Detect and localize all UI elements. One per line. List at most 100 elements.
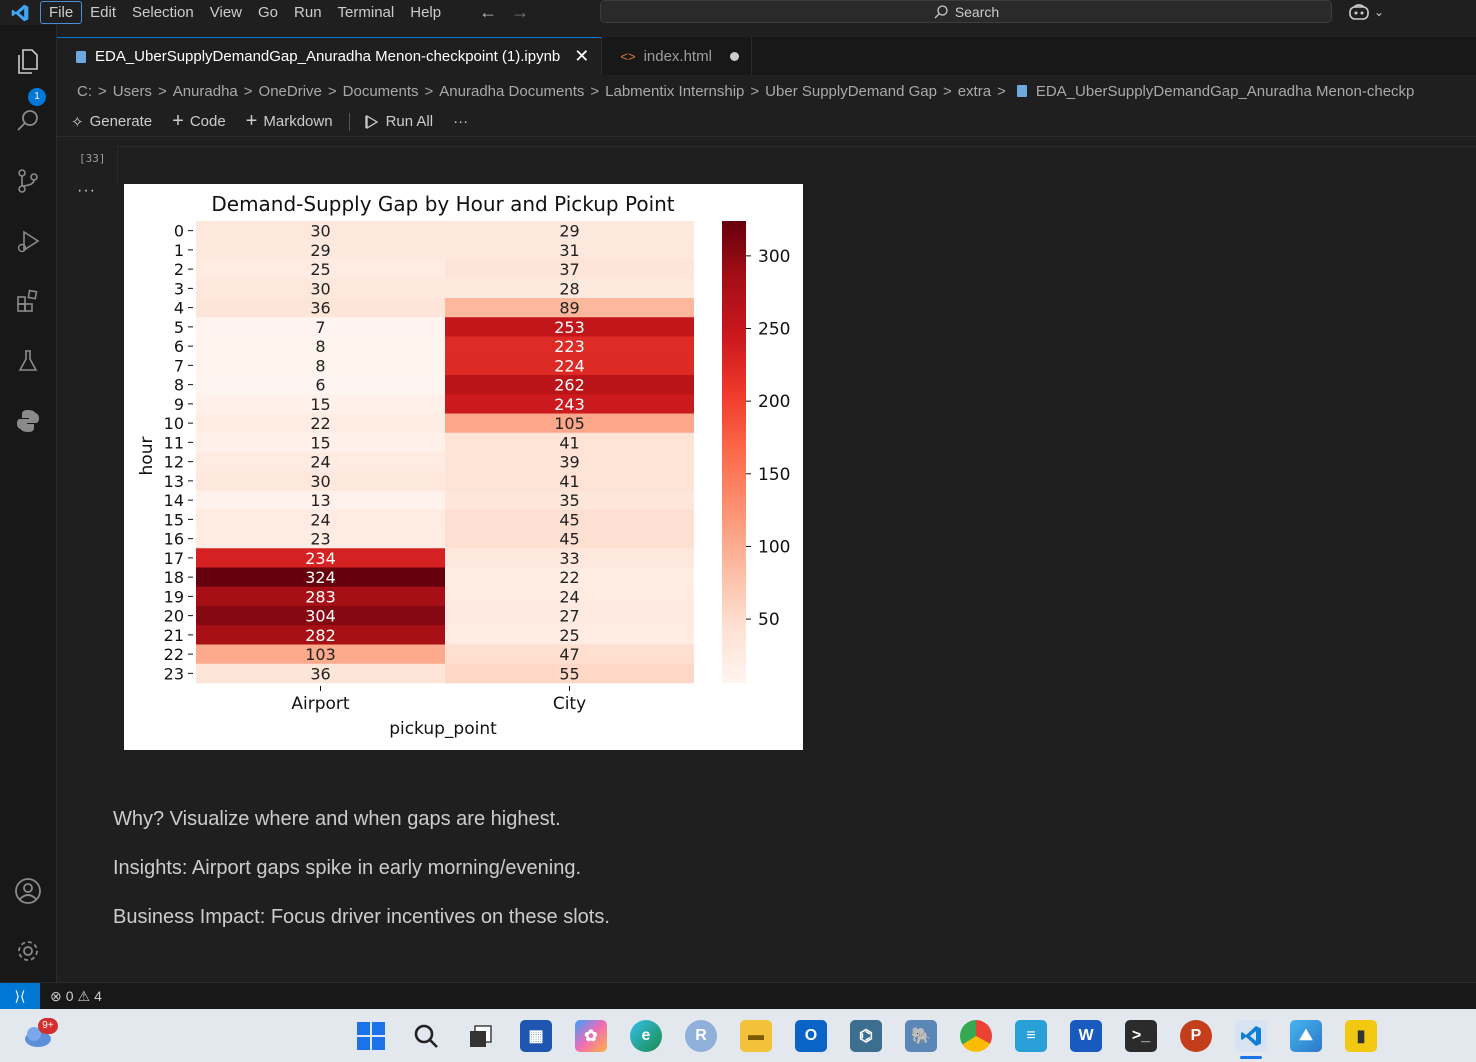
markdown-why: Why? Visualize where and when gaps are h… bbox=[113, 808, 561, 830]
more-actions-button[interactable]: ··· bbox=[453, 113, 469, 130]
heatmap-cell bbox=[445, 413, 694, 434]
outlook-icon[interactable]: O bbox=[795, 1020, 827, 1052]
generate-button[interactable]: ✧ Generate bbox=[71, 113, 152, 131]
postgresql-icon[interactable]: 🐘 bbox=[905, 1020, 937, 1052]
menu-view[interactable]: View bbox=[209, 4, 242, 21]
windows-start-icon[interactable] bbox=[355, 1020, 387, 1052]
settings-gear-icon[interactable] bbox=[12, 935, 44, 967]
heatmap-cell bbox=[196, 586, 445, 607]
explorer-icon[interactable] bbox=[12, 45, 44, 77]
heatmap-cell-value: 15 bbox=[310, 395, 330, 414]
heatmap-cell bbox=[445, 490, 694, 511]
add-markdown-cell-button[interactable]: + Markdown bbox=[246, 110, 333, 133]
back-arrow-icon[interactable]: ← bbox=[479, 2, 498, 22]
heatmap-cell bbox=[445, 432, 694, 453]
breadcrumb-item[interactable]: Labmentix Internship bbox=[605, 82, 745, 100]
breadcrumb-item[interactable]: Uber SupplyDemand Gap bbox=[765, 82, 937, 100]
problems-indicator[interactable]: ⊗ 0 ⚠ 4 bbox=[50, 988, 102, 1005]
powerpoint-icon[interactable]: P bbox=[1180, 1020, 1212, 1052]
testing-flask-icon[interactable] bbox=[12, 345, 44, 377]
menu-edit[interactable]: Edit bbox=[90, 4, 117, 21]
terminal-icon[interactable]: >_ bbox=[1125, 1020, 1157, 1052]
microsoft-store-icon[interactable]: ▦ bbox=[520, 1020, 552, 1052]
r-app-icon[interactable]: R bbox=[685, 1020, 717, 1052]
heatmap-cell bbox=[196, 432, 445, 453]
breadcrumb-item[interactable]: C: bbox=[77, 82, 92, 100]
account-icon[interactable] bbox=[12, 875, 44, 907]
heatmap-cell bbox=[196, 625, 445, 645]
tab-notebook[interactable]: EDA_UberSupplyDemandGap_Anuradha Menon-c… bbox=[57, 37, 603, 75]
word-icon[interactable]: W bbox=[1070, 1020, 1102, 1052]
copilot-icon bbox=[1349, 3, 1369, 20]
heatmap-cell-value: 29 bbox=[559, 222, 579, 241]
heatmap-cell bbox=[445, 278, 694, 299]
vscode-taskbar-icon[interactable] bbox=[1235, 1020, 1267, 1052]
colorbar-tick-label: 50 bbox=[758, 610, 780, 630]
breadcrumb-item[interactable]: extra bbox=[957, 82, 992, 100]
code-cell[interactable] bbox=[117, 146, 1476, 182]
extensions-icon[interactable] bbox=[12, 285, 44, 317]
heatmap-cell-value: 45 bbox=[559, 530, 579, 549]
weather-badge: 9+ bbox=[38, 1018, 58, 1034]
y-tick-label: 10 bbox=[164, 414, 184, 433]
heatmap-cell-value: 282 bbox=[305, 626, 336, 645]
tab-index-html[interactable]: <> index.html bbox=[602, 37, 752, 75]
generate-label: Generate bbox=[89, 113, 153, 130]
menu-go[interactable]: Go bbox=[258, 4, 279, 21]
menu-help[interactable]: Help bbox=[410, 4, 442, 21]
menu-selection[interactable]: Selection bbox=[132, 4, 194, 21]
unsaved-dot-icon[interactable] bbox=[729, 51, 739, 61]
colorbar-tick-label: 150 bbox=[758, 465, 790, 485]
mysql-workbench-icon[interactable]: ⌬ bbox=[850, 1020, 882, 1052]
heatmap-cell bbox=[445, 663, 694, 684]
heatmap-cell-value: 24 bbox=[310, 510, 330, 529]
close-icon[interactable]: ✕ bbox=[574, 46, 590, 66]
breadcrumb-item[interactable]: Users bbox=[112, 82, 152, 100]
source-control-icon[interactable] bbox=[12, 165, 44, 197]
heatmap-cell bbox=[196, 278, 445, 299]
menu-terminal[interactable]: Terminal bbox=[337, 4, 395, 21]
command-center-search[interactable]: Search bbox=[600, 0, 1332, 23]
task-view-icon[interactable] bbox=[465, 1020, 497, 1052]
search-taskbar-icon[interactable] bbox=[410, 1020, 442, 1052]
plus-icon: + bbox=[172, 110, 184, 132]
search-icon bbox=[934, 4, 948, 18]
weather-widget-icon[interactable] bbox=[22, 1023, 54, 1054]
y-tick-label: 5 bbox=[174, 318, 184, 337]
file-explorer-icon[interactable]: ▬ bbox=[740, 1020, 772, 1052]
breadcrumb-item[interactable]: EDA_UberSupplyDemandGap_Anuradha Menon-c… bbox=[1035, 82, 1415, 100]
x-axis-label: pickup_point bbox=[389, 719, 497, 739]
search-sidebar-icon[interactable] bbox=[12, 105, 44, 137]
warning-count: 4 bbox=[94, 988, 102, 1004]
breadcrumb-item[interactable]: OneDrive bbox=[258, 82, 322, 100]
add-code-cell-button[interactable]: + Code bbox=[172, 110, 226, 133]
edge-browser-icon[interactable]: e bbox=[630, 1020, 662, 1052]
heatmap-cell bbox=[445, 509, 694, 530]
y-tick-label: 0 bbox=[174, 222, 184, 241]
breadcrumb-item[interactable]: Anuradha bbox=[172, 82, 238, 100]
heatmap-cell bbox=[196, 317, 445, 337]
search-label: Search bbox=[954, 3, 1000, 20]
remote-indicator-icon[interactable]: ⟩⟨ bbox=[0, 983, 40, 1009]
heatmap-cell bbox=[196, 375, 445, 395]
chrome-browser-icon[interactable] bbox=[960, 1020, 992, 1052]
copilot-app-icon[interactable]: ✿ bbox=[575, 1020, 607, 1052]
menu-run[interactable]: Run bbox=[294, 4, 322, 21]
run-all-icon bbox=[364, 114, 378, 129]
heatmap-cell bbox=[445, 259, 694, 280]
menu-file[interactable]: File bbox=[40, 1, 83, 24]
breadcrumb-item[interactable]: Documents bbox=[342, 82, 419, 100]
breadcrumb-item[interactable]: Anuradha Documents bbox=[439, 82, 585, 100]
execution-count: [33] bbox=[79, 152, 106, 165]
output-more-button[interactable]: ··· bbox=[77, 182, 96, 199]
forward-arrow-icon[interactable]: → bbox=[511, 2, 530, 22]
copilot-button[interactable]: ⌄ bbox=[1348, 0, 1384, 23]
heatmap-cell-value: 234 bbox=[305, 549, 336, 568]
photos-icon[interactable]: ⛰ bbox=[1290, 1020, 1322, 1052]
python-icon[interactable] bbox=[12, 405, 44, 437]
run-all-button[interactable]: Run All bbox=[364, 113, 433, 130]
run-debug-icon[interactable] bbox=[12, 225, 44, 257]
power-bi-icon[interactable]: ▮ bbox=[1345, 1020, 1377, 1052]
notepad-icon[interactable]: ≡ bbox=[1015, 1020, 1047, 1052]
heatmap-cell-value: 262 bbox=[554, 376, 585, 395]
